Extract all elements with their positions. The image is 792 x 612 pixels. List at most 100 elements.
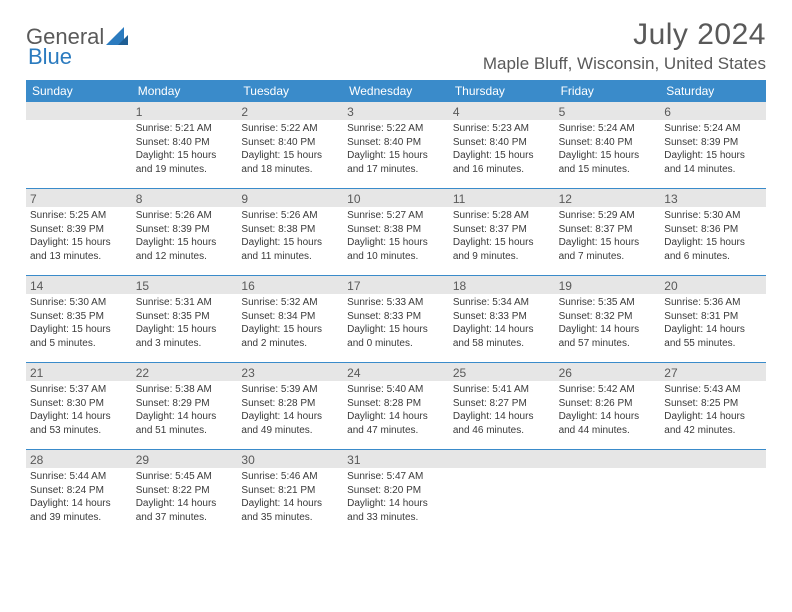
sunrise-text: Sunrise: 5:35 AM — [559, 296, 657, 310]
day-header-cell: Saturday — [660, 80, 766, 102]
day-header-cell: Tuesday — [237, 80, 343, 102]
day-cell-body: Sunrise: 5:25 AMSunset: 8:39 PMDaylight:… — [26, 207, 132, 267]
day-cell-body: Sunrise: 5:26 AMSunset: 8:39 PMDaylight:… — [132, 207, 238, 267]
day-cell-body: Sunrise: 5:46 AMSunset: 8:21 PMDaylight:… — [237, 468, 343, 528]
date-number — [555, 450, 661, 468]
sunset-text: Sunset: 8:40 PM — [241, 136, 339, 150]
daylight-text: Daylight: 14 hours and 44 minutes. — [559, 410, 657, 437]
sunset-text: Sunset: 8:39 PM — [136, 223, 234, 237]
date-number: 23 — [237, 363, 343, 381]
day-cell: 25Sunrise: 5:41 AMSunset: 8:27 PMDayligh… — [449, 363, 555, 449]
sunset-text: Sunset: 8:40 PM — [347, 136, 445, 150]
day-cell-body: Sunrise: 5:22 AMSunset: 8:40 PMDaylight:… — [237, 120, 343, 180]
day-cell: 21Sunrise: 5:37 AMSunset: 8:30 PMDayligh… — [26, 363, 132, 449]
sunrise-text: Sunrise: 5:33 AM — [347, 296, 445, 310]
day-cell-body: Sunrise: 5:39 AMSunset: 8:28 PMDaylight:… — [237, 381, 343, 441]
daylight-text: Daylight: 14 hours and 53 minutes. — [30, 410, 128, 437]
sunrise-text: Sunrise: 5:32 AM — [241, 296, 339, 310]
date-number: 7 — [26, 189, 132, 207]
date-number: 9 — [237, 189, 343, 207]
date-number: 8 — [132, 189, 238, 207]
day-cell: 17Sunrise: 5:33 AMSunset: 8:33 PMDayligh… — [343, 276, 449, 362]
sunrise-text: Sunrise: 5:26 AM — [241, 209, 339, 223]
day-cell: 13Sunrise: 5:30 AMSunset: 8:36 PMDayligh… — [660, 189, 766, 275]
day-header-cell: Thursday — [449, 80, 555, 102]
day-cell-body: Sunrise: 5:30 AMSunset: 8:36 PMDaylight:… — [660, 207, 766, 267]
sunrise-text: Sunrise: 5:28 AM — [453, 209, 551, 223]
logo-text-2: Blue — [28, 44, 72, 70]
week-row: 7Sunrise: 5:25 AMSunset: 8:39 PMDaylight… — [26, 188, 766, 275]
day-cell-body: Sunrise: 5:40 AMSunset: 8:28 PMDaylight:… — [343, 381, 449, 441]
daylight-text: Daylight: 14 hours and 39 minutes. — [30, 497, 128, 524]
daylight-text: Daylight: 14 hours and 47 minutes. — [347, 410, 445, 437]
daylight-text: Daylight: 15 hours and 12 minutes. — [136, 236, 234, 263]
date-number: 19 — [555, 276, 661, 294]
sunset-text: Sunset: 8:40 PM — [453, 136, 551, 150]
date-number: 12 — [555, 189, 661, 207]
day-cell-body: Sunrise: 5:33 AMSunset: 8:33 PMDaylight:… — [343, 294, 449, 354]
week-row: 14Sunrise: 5:30 AMSunset: 8:35 PMDayligh… — [26, 275, 766, 362]
daylight-text: Daylight: 15 hours and 7 minutes. — [559, 236, 657, 263]
sunset-text: Sunset: 8:40 PM — [136, 136, 234, 150]
day-cell — [449, 450, 555, 536]
day-cell: 30Sunrise: 5:46 AMSunset: 8:21 PMDayligh… — [237, 450, 343, 536]
daylight-text: Daylight: 15 hours and 19 minutes. — [136, 149, 234, 176]
sunrise-text: Sunrise: 5:24 AM — [559, 122, 657, 136]
day-cell-body: Sunrise: 5:38 AMSunset: 8:29 PMDaylight:… — [132, 381, 238, 441]
sunset-text: Sunset: 8:28 PM — [347, 397, 445, 411]
date-number — [26, 102, 132, 120]
day-cell-body: Sunrise: 5:23 AMSunset: 8:40 PMDaylight:… — [449, 120, 555, 180]
daylight-text: Daylight: 15 hours and 11 minutes. — [241, 236, 339, 263]
date-number: 29 — [132, 450, 238, 468]
date-number: 27 — [660, 363, 766, 381]
sunset-text: Sunset: 8:22 PM — [136, 484, 234, 498]
sunrise-text: Sunrise: 5:40 AM — [347, 383, 445, 397]
day-cell-body: Sunrise: 5:36 AMSunset: 8:31 PMDaylight:… — [660, 294, 766, 354]
date-number: 31 — [343, 450, 449, 468]
daylight-text: Daylight: 14 hours and 37 minutes. — [136, 497, 234, 524]
daylight-text: Daylight: 14 hours and 55 minutes. — [664, 323, 762, 350]
sunset-text: Sunset: 8:37 PM — [559, 223, 657, 237]
sunset-text: Sunset: 8:26 PM — [559, 397, 657, 411]
daylight-text: Daylight: 15 hours and 18 minutes. — [241, 149, 339, 176]
daylight-text: Daylight: 14 hours and 33 minutes. — [347, 497, 445, 524]
sunrise-text: Sunrise: 5:22 AM — [241, 122, 339, 136]
sunrise-text: Sunrise: 5:34 AM — [453, 296, 551, 310]
sunset-text: Sunset: 8:34 PM — [241, 310, 339, 324]
date-number: 5 — [555, 102, 661, 120]
date-number: 20 — [660, 276, 766, 294]
day-cell: 7Sunrise: 5:25 AMSunset: 8:39 PMDaylight… — [26, 189, 132, 275]
date-number: 16 — [237, 276, 343, 294]
location: Maple Bluff, Wisconsin, United States — [483, 54, 766, 74]
date-number: 13 — [660, 189, 766, 207]
day-cell: 31Sunrise: 5:47 AMSunset: 8:20 PMDayligh… — [343, 450, 449, 536]
day-cell-body: Sunrise: 5:31 AMSunset: 8:35 PMDaylight:… — [132, 294, 238, 354]
sunrise-text: Sunrise: 5:46 AM — [241, 470, 339, 484]
day-cell-body: Sunrise: 5:47 AMSunset: 8:20 PMDaylight:… — [343, 468, 449, 528]
sunrise-text: Sunrise: 5:39 AM — [241, 383, 339, 397]
sunset-text: Sunset: 8:21 PM — [241, 484, 339, 498]
day-cell: 20Sunrise: 5:36 AMSunset: 8:31 PMDayligh… — [660, 276, 766, 362]
day-cell-body: Sunrise: 5:29 AMSunset: 8:37 PMDaylight:… — [555, 207, 661, 267]
day-cell-body: Sunrise: 5:43 AMSunset: 8:25 PMDaylight:… — [660, 381, 766, 441]
date-number: 26 — [555, 363, 661, 381]
daylight-text: Daylight: 15 hours and 15 minutes. — [559, 149, 657, 176]
day-cell-body: Sunrise: 5:24 AMSunset: 8:40 PMDaylight:… — [555, 120, 661, 180]
date-number: 22 — [132, 363, 238, 381]
sunrise-text: Sunrise: 5:44 AM — [30, 470, 128, 484]
sunset-text: Sunset: 8:32 PM — [559, 310, 657, 324]
sunset-text: Sunset: 8:36 PM — [664, 223, 762, 237]
date-number: 14 — [26, 276, 132, 294]
date-number — [449, 450, 555, 468]
sunset-text: Sunset: 8:38 PM — [241, 223, 339, 237]
title-block: July 2024 Maple Bluff, Wisconsin, United… — [483, 18, 766, 74]
date-number: 17 — [343, 276, 449, 294]
day-cell: 28Sunrise: 5:44 AMSunset: 8:24 PMDayligh… — [26, 450, 132, 536]
day-cell-body — [26, 120, 132, 184]
day-cell: 19Sunrise: 5:35 AMSunset: 8:32 PMDayligh… — [555, 276, 661, 362]
day-cell: 23Sunrise: 5:39 AMSunset: 8:28 PMDayligh… — [237, 363, 343, 449]
date-number: 6 — [660, 102, 766, 120]
daylight-text: Daylight: 14 hours and 49 minutes. — [241, 410, 339, 437]
sunset-text: Sunset: 8:40 PM — [559, 136, 657, 150]
page: General July 2024 Maple Bluff, Wisconsin… — [0, 0, 792, 546]
